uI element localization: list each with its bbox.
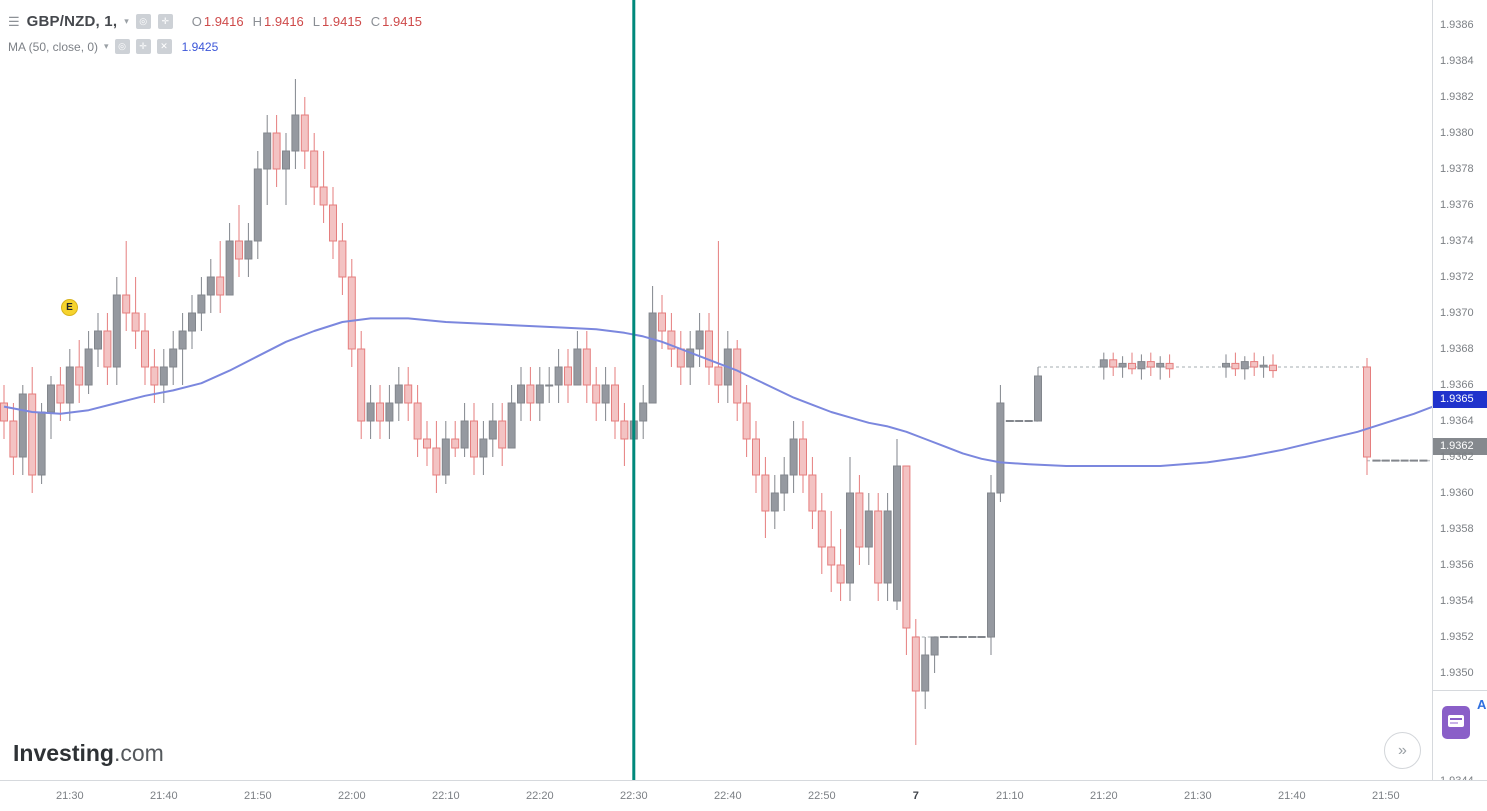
axis-pane-separator: [1433, 690, 1487, 691]
open-label: O: [191, 14, 202, 29]
price-axis-label: 1.9368: [1440, 343, 1474, 355]
sidebar-panel-icon[interactable]: [1442, 706, 1470, 739]
ma-eye-icon[interactable]: ◎: [114, 39, 130, 54]
price-axis[interactable]: 1.9365 1.9362 1.9386 1.9384 1.9382 1.9380 1.…: [1432, 0, 1487, 780]
indicator-legend: MA (50, close, 0) ▾ ◎ ✛ ✕ 1.9425: [8, 39, 218, 54]
investing-watermark: Investing.com: [13, 740, 164, 767]
price-axis-label: 1.9360: [1440, 487, 1474, 499]
chart-pane[interactable]: ☰ GBP/NZD, 1, ▾ ◎ ✛ O 1.9416 H 1.9416 L 1.9…: [0, 0, 1432, 780]
time-axis-label: 21:50: [1372, 790, 1400, 802]
panel-card-icon: [1448, 715, 1464, 727]
high-value: 1.9416: [264, 14, 304, 29]
ma-label: MA (50, close, 0): [8, 39, 99, 54]
low-label: L: [312, 14, 321, 29]
open-value: 1.9416: [203, 14, 244, 29]
time-axis-label: 22:30: [620, 790, 648, 802]
time-axis-label: 22:20: [526, 790, 554, 802]
ohlc-readout: O 1.9416 H 1.9416 L 1.9415 C 1.9415: [192, 14, 422, 29]
ma-close-icon[interactable]: ✕: [156, 39, 172, 54]
close-value: 1.9415: [382, 14, 422, 29]
time-axis-label: 21:50: [244, 790, 272, 802]
time-axis[interactable]: 21:30 21:40 21:50 22:00 22:10 22:20 22:30 22:40…: [0, 780, 1487, 811]
event-marker[interactable]: E: [61, 299, 78, 316]
watermark-brand: Investing: [13, 740, 114, 766]
time-axis-label: 22:40: [714, 790, 742, 802]
time-axis-label: 21:10: [996, 790, 1024, 802]
price-axis-label: 1.9380: [1440, 127, 1474, 139]
price-axis-label: 1.9370: [1440, 307, 1474, 319]
price-axis-label: 1.9344: [1440, 775, 1474, 780]
price-axis-label: 1.9352: [1440, 631, 1474, 643]
price-axis-label: 1.9384: [1440, 55, 1474, 67]
low-value: 1.9415: [322, 14, 362, 29]
ma-value: 1.9425: [181, 39, 219, 54]
time-axis-label: 21:40: [150, 790, 178, 802]
series-eye-icon[interactable]: ◎: [135, 14, 151, 29]
price-axis-label: 1.9386: [1440, 19, 1474, 31]
time-axis-label: 21:20: [1090, 790, 1118, 802]
price-axis-label: 1.9356: [1440, 559, 1474, 571]
expand-panel-button[interactable]: »: [1384, 732, 1421, 769]
chart-legend: ☰ GBP/NZD, 1, ▾ ◎ ✛ O 1.9416 H 1.9416 L 1.9…: [8, 13, 422, 30]
time-axis-label: 22:10: [432, 790, 460, 802]
ma-settings-icon[interactable]: ✛: [135, 39, 151, 54]
price-axis-label: 1.9374: [1440, 235, 1474, 247]
high-label: H: [252, 14, 263, 29]
price-axis-label: 1.9378: [1440, 163, 1474, 175]
ma-caret-icon[interactable]: ▾: [104, 41, 109, 51]
price-axis-label: 1.9366: [1440, 379, 1474, 391]
time-axis-label: 22:00: [338, 790, 366, 802]
time-axis-label: 7: [912, 790, 919, 802]
time-axis-label: 21:30: [1184, 790, 1212, 802]
chart-menu-icon[interactable]: ☰: [8, 13, 20, 29]
close-label: C: [370, 14, 381, 29]
price-axis-label: 1.9350: [1440, 667, 1474, 679]
price-axis-label: 1.9372: [1440, 271, 1474, 283]
price-axis-label: 1.9376: [1440, 199, 1474, 211]
time-axis-label: 21:40: [1278, 790, 1306, 802]
time-axis-label: 21:30: [56, 790, 84, 802]
price-axis-label: 1.9382: [1440, 91, 1474, 103]
time-axis-label: 22:50: [808, 790, 836, 802]
candlestick-chart: [0, 0, 1432, 780]
current-price-badge: 1.9365: [1433, 390, 1487, 408]
countdown-price-badge: 1.9362: [1433, 437, 1487, 455]
price-axis-label: 1.9364: [1440, 415, 1474, 427]
price-axis-label: 1.9354: [1440, 595, 1474, 607]
symbol-title[interactable]: GBP/NZD, 1,: [26, 13, 118, 30]
price-axis-label: 1.9362: [1440, 451, 1474, 463]
series-settings-icon[interactable]: ✛: [157, 14, 173, 29]
clipped-sidebar-text: A: [1477, 697, 1487, 712]
symbol-caret-icon[interactable]: ▾: [124, 16, 129, 26]
watermark-tld: .com: [113, 740, 164, 766]
price-axis-label: 1.9358: [1440, 523, 1474, 535]
